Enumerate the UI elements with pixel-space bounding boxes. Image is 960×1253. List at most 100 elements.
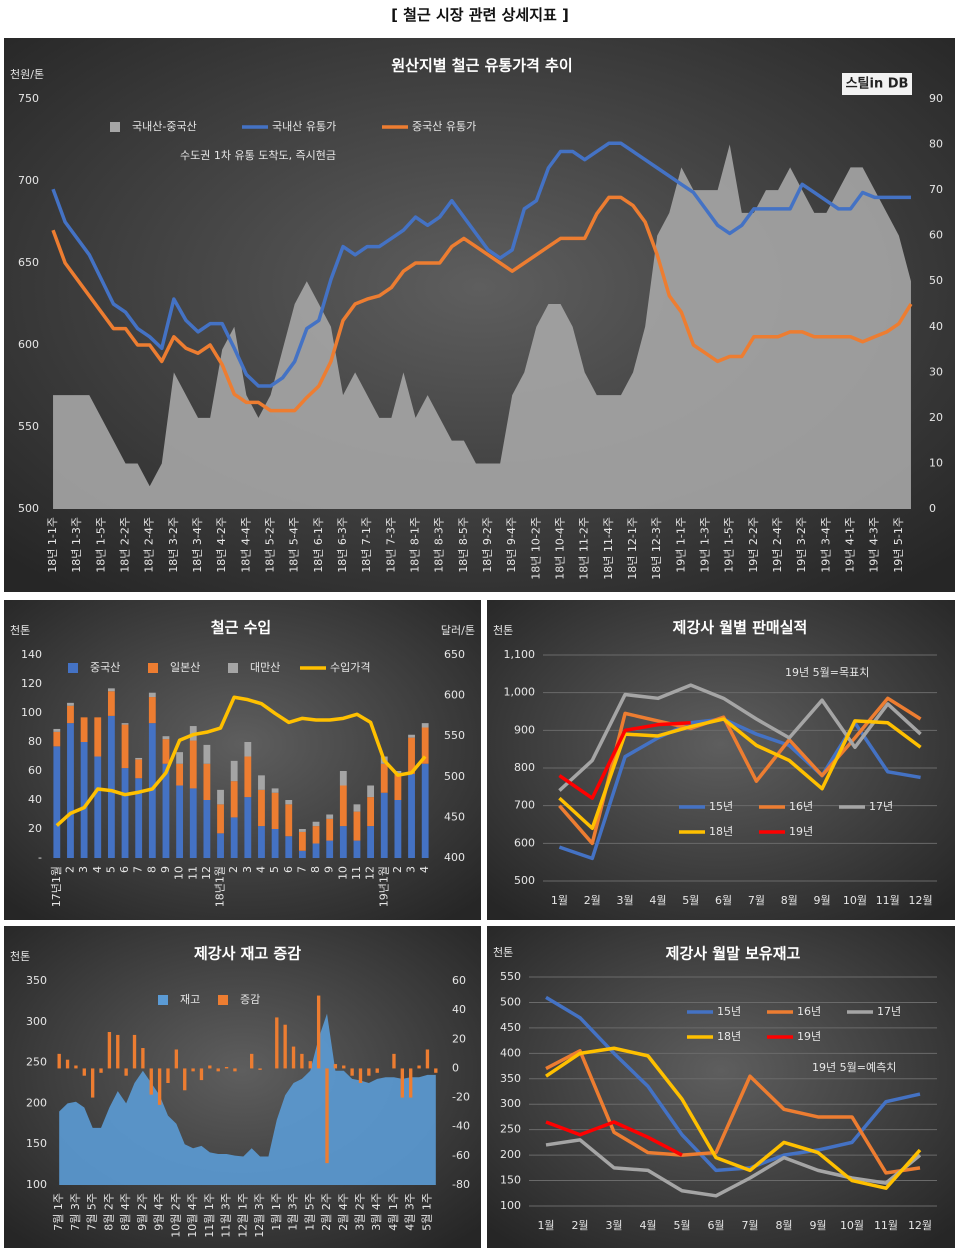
x-tick-label: 7월 [741,1219,758,1232]
x-tick-label: 18년 7-1주 [360,517,373,573]
line [558,696,922,846]
bar [217,789,224,805]
y-tick-label: - [38,851,42,864]
legend-swatch [110,122,120,132]
y-tick-label: 700 [18,174,39,187]
line [545,1046,922,1190]
legend-label: 19년 [789,825,813,838]
line [545,1138,922,1198]
x-tick-label: 11 [350,866,363,880]
bar [183,1068,187,1091]
y2-tick-label: 60 [452,974,466,987]
y2-tick-label: 90 [929,92,943,105]
x-tick-label: 8월 [775,1219,792,1232]
bar [434,1068,438,1073]
bar [408,737,415,774]
bar [230,760,238,782]
y2-tick-label: -60 [452,1149,470,1162]
y-tick-label: 800 [514,761,535,774]
x-tick-label: 2월 [584,894,601,907]
bar [312,821,320,827]
bar [53,728,61,732]
x-tick-label: 18년 4-4주 [239,517,252,573]
y-tick-label: 500 [514,874,535,887]
bar [135,759,143,779]
bar [275,1017,279,1069]
y-tick-label: 900 [514,723,535,736]
bar [392,1053,396,1069]
y2-tick-label: 0 [452,1061,459,1074]
y-tick-label: 200 [500,1148,521,1161]
y-tick-label: 250 [26,1056,47,1069]
y-tick-label: 150 [26,1137,47,1150]
legend-label: 국내산 유통가 [272,120,336,133]
x-tick-label: 9월 4주 [153,1193,166,1231]
x-tick-label: 4월 1주 [387,1193,400,1231]
bar [65,1059,70,1069]
bar [217,804,224,834]
y2-tick-label: 0 [929,502,936,515]
bar [285,836,293,858]
bar [166,1068,170,1083]
x-tick-label: 18년 3-2주 [167,517,180,573]
x-tick-label: 9월 [809,1219,826,1232]
x-tick-label: 5 [268,866,281,873]
y2-tick-label: 80 [929,138,943,151]
y-tick-label: 450 [500,1021,521,1034]
x-tick-label: 6월 [707,1219,724,1232]
bar [176,763,184,786]
x-tick-label: 5월 [682,894,699,907]
x-tick-label: 19년 3-4주 [819,517,832,573]
panel-background [487,926,955,1248]
x-tick-label: 7월 3주 [69,1193,82,1231]
bar [421,763,429,858]
y-tick-label: 550 [18,420,39,433]
bar [312,826,320,844]
bar [350,1068,354,1076]
line [55,695,427,827]
x-tick-label: 5월 [673,1219,690,1232]
x-tick-label: 19년 2-2주 [747,517,760,573]
y-tick-label: 140 [21,648,42,661]
y-tick-label: 550 [500,970,521,983]
x-tick-label: 1월 3주 [287,1193,300,1231]
bar [148,692,156,698]
x-tick-label: 11 [186,866,199,880]
legend-label: 국내산-중국산 [132,120,197,133]
line [51,195,913,413]
x-tick-label: 2월 [571,1219,588,1232]
bar [82,1068,86,1076]
x-tick-label: 2 [391,866,404,873]
y-axis-label: 천톤 [10,623,30,637]
bar [333,1064,338,1069]
bar [271,829,279,858]
y-tick-label: 500 [18,502,39,515]
bar [326,840,334,858]
x-tick-label: 12 [364,866,377,880]
x-tick-label: 9 [323,866,336,873]
bar [298,831,306,851]
bar [271,788,279,793]
y2-tick-label: -40 [452,1120,470,1133]
bar [57,1053,61,1069]
bar [353,804,361,812]
x-tick-label: 1월 1주 [270,1193,283,1231]
x-tick-label: 7월 [748,894,765,907]
bar [121,768,129,858]
x-tick-label: 12월 3주 [253,1193,266,1238]
y-tick-label: 60 [28,764,42,777]
x-tick-label: 11월 [876,894,900,907]
y-tick-label: 650 [18,256,39,269]
x-tick-label: 11월 [874,1219,898,1232]
x-tick-label: 18년 9-2주 [481,517,494,573]
x-tick-label: 2 [227,866,240,873]
bar [316,995,321,1069]
page-header: [ 철근 시장 관련 상세지표 ] [391,6,569,24]
y2-tick-label: 20 [452,1032,466,1045]
bar [285,800,293,805]
x-tick-label: 18년 12-3주 [650,517,663,580]
chart-title: 제강사 월별 판매실적 [673,619,808,637]
x-tick-label: 8 [309,866,322,873]
y2-tick-label: 20 [929,411,943,424]
